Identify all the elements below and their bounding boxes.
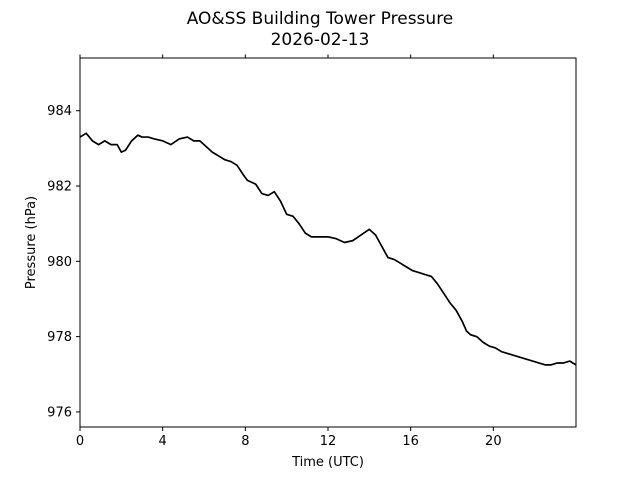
y-axis-ticks: 976 978 980 982 984 (47, 104, 80, 420)
chart-title: AO&SS Building Tower Pressure (187, 9, 454, 29)
x-tick-label: 0 (76, 434, 84, 449)
plot-area-frame (79, 57, 577, 428)
x-tick-label: 4 (159, 434, 167, 449)
x-axis-label: Time (UTC) (291, 455, 364, 470)
pressure-series-line (79, 132, 577, 366)
x-tick-label: 16 (402, 434, 419, 449)
y-tick-label: 980 (47, 255, 72, 270)
chart-subtitle: 2026-02-13 (271, 30, 370, 50)
y-tick-label: 978 (47, 330, 72, 345)
x-tick-label: 20 (485, 434, 502, 449)
x-tick-label: 8 (241, 434, 249, 449)
y-tick-label: 984 (47, 104, 72, 119)
y-tick-label: 982 (47, 180, 72, 195)
x-axis-ticks: 0 4 8 12 16 20 (76, 54, 502, 449)
x-tick-label: 12 (320, 434, 337, 449)
y-axis-label: Pressure (hPa) (24, 196, 39, 289)
y-tick-label: 976 (47, 405, 72, 420)
